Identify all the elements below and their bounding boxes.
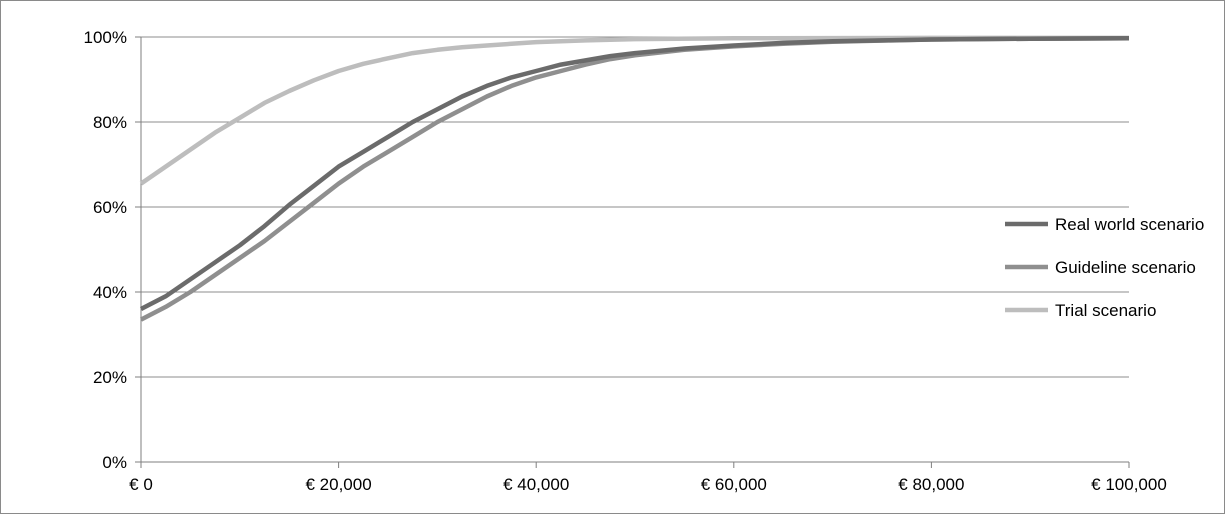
x-tick-label: € 60,000 — [701, 475, 767, 494]
x-axis-ticks: € 0 € 20,000 € 40,000 € 60,000 € 80,000 € 100… — [129, 462, 1167, 494]
x-tick-label: € 0 — [129, 475, 153, 494]
y-tick-label: 100% — [84, 28, 127, 47]
legend-label: Trial scenario — [1055, 301, 1156, 320]
series-line-trial-scenario — [139, 35, 1129, 186]
series-lines — [139, 35, 1130, 322]
x-tick-label: € 100,000 — [1091, 475, 1167, 494]
legend-label: Guideline scenario — [1055, 258, 1196, 277]
y-tick-label: 20% — [93, 368, 127, 387]
y-tick-label: 80% — [93, 113, 127, 132]
series-line-real-world-scenario — [139, 36, 1130, 312]
x-tick-label: € 80,000 — [898, 475, 964, 494]
y-tick-label: 60% — [93, 198, 127, 217]
axes — [140, 37, 1129, 463]
x-tick-label: € 20,000 — [306, 475, 372, 494]
y-tick-label: 40% — [93, 283, 127, 302]
series-line-guideline-scenario — [139, 36, 1130, 322]
legend: Real world scenario Guideline scenario Tri… — [1005, 215, 1204, 320]
y-axis-ticks: 0% 20% 40% 60% 80% 100% — [84, 28, 141, 472]
legend-label: Real world scenario — [1055, 215, 1204, 234]
y-tick-label: 0% — [102, 453, 127, 472]
x-tick-label: € 40,000 — [503, 475, 569, 494]
